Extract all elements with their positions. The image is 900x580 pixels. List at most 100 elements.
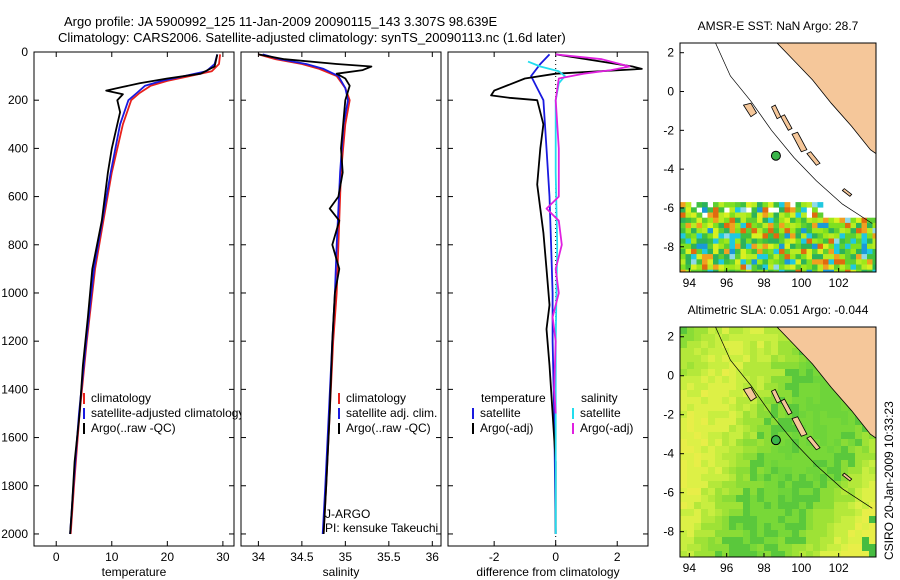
sst-cell [861, 254, 868, 260]
sst-cell [735, 269, 741, 272]
sla-cell [715, 530, 723, 538]
sst-cell [773, 269, 780, 272]
sla-cell [799, 516, 807, 524]
sst-cell [729, 248, 736, 255]
sla-cell [729, 348, 737, 356]
sla-cell [813, 551, 821, 557]
sst-cell [746, 243, 752, 250]
sst-cell [812, 212, 818, 218]
sla-cell [820, 537, 828, 545]
sst-cell [751, 207, 758, 213]
sst-cell [779, 212, 785, 218]
sla-cell [820, 467, 828, 475]
sst-cell [768, 228, 774, 234]
sla-cell [764, 488, 772, 496]
sla-cell [778, 418, 786, 426]
sla-cell [834, 509, 842, 517]
sla-cell [757, 467, 765, 475]
sla-cell [722, 460, 730, 468]
island [841, 188, 853, 197]
sst-cell [834, 222, 840, 229]
salinity-xtick-label: 35 [339, 550, 353, 564]
sst-map-xtick-label: 102 [829, 276, 849, 290]
sla-map: Altimetric SLA: 0.051 Argo: -0.044 94 96 98… [663, 303, 877, 575]
sla-cell [736, 481, 744, 489]
sst-cell [757, 248, 763, 255]
difference-series-1 [490, 53, 643, 534]
sla-cell [820, 502, 828, 510]
sla-cell [827, 446, 835, 454]
sst-cell [685, 254, 692, 260]
sla-cell [813, 509, 821, 517]
sla-cell [736, 495, 744, 503]
sla-cell [778, 362, 786, 370]
sla-cell [848, 495, 856, 503]
sla-cell [701, 537, 709, 545]
sst-cell [823, 259, 829, 265]
sla-cell [855, 418, 863, 426]
sla-cell [764, 355, 772, 363]
sst-cell [740, 269, 747, 272]
sla-cell [778, 453, 786, 461]
sla-cell [750, 411, 758, 419]
sla-cell [862, 474, 870, 482]
sst-cell [856, 269, 862, 272]
sla-cell [855, 516, 863, 524]
sla-cell [827, 390, 835, 398]
sst-cell [685, 248, 692, 255]
sla-cell [792, 397, 800, 405]
sst-cell [795, 248, 802, 255]
sst-cell [806, 217, 813, 224]
sst-cell [685, 259, 692, 265]
sst-cell [762, 259, 769, 265]
sst-cell [757, 264, 763, 270]
sst-cell [735, 222, 741, 229]
sst-map-ytick-label: 2 [667, 46, 674, 60]
sst-cell [801, 228, 807, 234]
sla-cell [743, 355, 751, 363]
sst-cell [779, 217, 785, 224]
sla-cell [841, 551, 849, 557]
sst-cell [696, 233, 703, 239]
sla-cell [841, 425, 849, 433]
sla-cell [687, 404, 695, 412]
sla-cell [722, 481, 730, 489]
sst-cell [713, 212, 719, 218]
sla-cell [736, 341, 744, 349]
temperature-ytick-label: 1000 [1, 286, 28, 300]
sst-cell [817, 212, 824, 218]
sst-cell [680, 222, 686, 229]
sla-cell [715, 383, 723, 391]
sst-cell [713, 264, 719, 270]
sla-cell [708, 530, 716, 538]
sst-cell [784, 228, 791, 234]
island [841, 472, 853, 482]
sla-cell [750, 495, 758, 503]
sst-cell [839, 217, 846, 224]
sst-cell [801, 233, 807, 239]
sla-cell [799, 474, 807, 482]
sla-cell [764, 530, 772, 538]
sla-cell [729, 509, 737, 517]
sla-cell [778, 376, 786, 384]
sla-cell [834, 537, 842, 545]
temperature-xtick-label: 0 [53, 550, 60, 564]
sla-cell [862, 495, 870, 503]
legend-label: Argo(..raw -QC) [91, 421, 176, 435]
sla-cell [680, 551, 688, 557]
sla-cell [687, 362, 695, 370]
sla-cell [813, 516, 821, 524]
sst-cell [718, 228, 725, 234]
temperature-ytick-label: 200 [8, 93, 28, 107]
sla-cell [799, 411, 807, 419]
sst-cell [773, 233, 780, 239]
sla-cell [708, 488, 716, 496]
sla-cell [729, 390, 737, 398]
sla-cell [680, 432, 688, 440]
sla-cell [722, 502, 730, 510]
sla-cell [757, 537, 765, 545]
sst-cell [823, 269, 829, 272]
sla-cell [743, 362, 751, 370]
sla-cell [680, 509, 688, 517]
